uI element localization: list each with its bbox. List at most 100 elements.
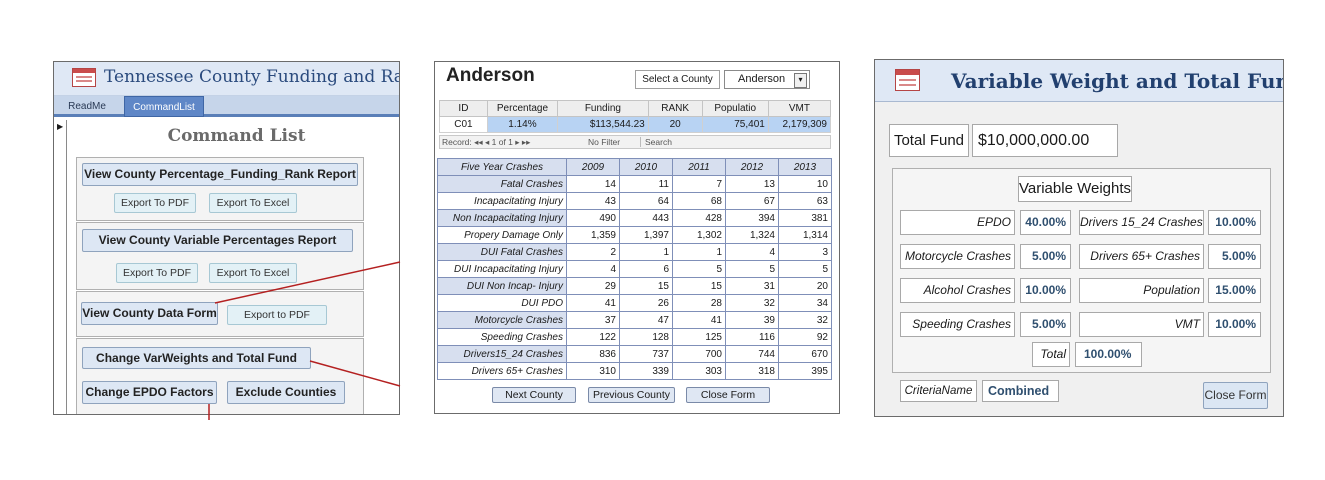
table-cell[interactable]: 32 [778, 311, 832, 329]
table-cell[interactable]: $113,544.23 [557, 116, 649, 133]
table-cell[interactable]: 20 [778, 277, 832, 295]
table-cell[interactable]: 92 [778, 328, 832, 346]
export-pdf-button-1[interactable]: Export To PDF [114, 193, 196, 213]
table-cell[interactable]: 10 [778, 175, 832, 193]
table-cell[interactable]: 41 [672, 311, 726, 329]
table-row[interactable]: DUI Fatal Crashes 2 1 1 4 3 [437, 243, 832, 261]
table-cell[interactable]: 32 [725, 294, 779, 312]
table-cell[interactable]: 39 [725, 311, 779, 329]
table-row[interactable]: Incapacitating Injury 43 64 68 67 63 [437, 192, 832, 210]
table-cell[interactable]: 67 [725, 192, 779, 210]
weight-field-drivers-15-24[interactable]: 10.00% [1208, 210, 1261, 235]
table-cell[interactable]: 700 [672, 345, 726, 363]
table-cell[interactable]: 75,401 [701, 116, 769, 133]
table-row[interactable]: DUI Non Incap- Injury 29 15 15 31 20 [437, 277, 832, 295]
table-row[interactable]: DUI Incapacitating Injury 4 6 5 5 5 [437, 260, 832, 278]
table-cell[interactable]: 64 [619, 192, 673, 210]
table-cell[interactable]: 26 [619, 294, 673, 312]
close-form-button[interactable]: Close Form [1203, 382, 1268, 409]
table-cell[interactable]: 5 [672, 260, 726, 278]
table-cell[interactable]: 116 [725, 328, 779, 346]
table-cell[interactable]: 443 [619, 209, 673, 227]
table-cell[interactable]: 28 [672, 294, 726, 312]
table-cell[interactable]: 128 [619, 328, 673, 346]
table-cell[interactable]: 381 [778, 209, 832, 227]
weight-field-drivers-65[interactable]: 5.00% [1208, 244, 1261, 269]
table-cell[interactable]: 1 [672, 243, 726, 261]
tab-commandlist[interactable]: CommandList [124, 96, 204, 117]
column-header[interactable]: VMT [767, 100, 832, 117]
table-cell[interactable]: 15 [619, 277, 673, 295]
chevron-down-icon[interactable]: ▾ [794, 73, 807, 88]
weight-field-epdo[interactable]: 40.00% [1020, 210, 1071, 235]
table-cell[interactable]: 1 [619, 243, 673, 261]
weight-field-population[interactable]: 15.00% [1208, 278, 1261, 303]
table-cell[interactable]: 4 [725, 243, 779, 261]
view-data-form-button[interactable]: View County Data Form [81, 302, 218, 325]
table-cell[interactable]: C01 [439, 116, 488, 133]
table-cell[interactable]: 63 [778, 192, 832, 210]
weight-field-alcohol[interactable]: 10.00% [1020, 278, 1071, 303]
table-cell[interactable]: 1,314 [778, 226, 832, 244]
column-header[interactable]: Populatio [701, 100, 769, 117]
table-cell[interactable]: 122 [566, 328, 620, 346]
table-cell[interactable]: 125 [672, 328, 726, 346]
table-cell[interactable]: 836 [566, 345, 620, 363]
table-cell[interactable]: 1.14% [486, 116, 559, 133]
table-cell[interactable]: 303 [672, 362, 726, 380]
view-variable-report-button[interactable]: View County Variable Percentages Report [82, 229, 353, 252]
table-cell[interactable]: 1,359 [566, 226, 620, 244]
next-county-button[interactable]: Next County [492, 387, 576, 403]
table-row[interactable]: Motorcycle Crashes 37 47 41 39 32 [437, 311, 832, 329]
table-cell[interactable]: 394 [725, 209, 779, 227]
table-row[interactable]: Drivers15_24 Crashes 836 737 700 744 670 [437, 345, 832, 363]
table-cell[interactable]: 31 [725, 277, 779, 295]
search-field[interactable]: Search [640, 137, 672, 147]
change-weights-button[interactable]: Change VarWeights and Total Fund [82, 347, 311, 369]
table-cell[interactable]: 41 [566, 294, 620, 312]
table-cell[interactable]: 37 [566, 311, 620, 329]
table-cell[interactable]: 737 [619, 345, 673, 363]
table-cell[interactable]: 395 [778, 362, 832, 380]
table-cell[interactable]: 6 [619, 260, 673, 278]
table-cell[interactable]: 5 [778, 260, 832, 278]
table-cell[interactable]: 490 [566, 209, 620, 227]
table-cell[interactable]: 68 [672, 192, 726, 210]
table-row[interactable]: DUI PDO 41 26 28 32 34 [437, 294, 832, 312]
table-cell[interactable]: 29 [566, 277, 620, 295]
record-selector[interactable]: ▶ [54, 120, 67, 414]
previous-county-button[interactable]: Previous County [588, 387, 675, 403]
table-row[interactable]: Fatal Crashes 14 11 7 13 10 [437, 175, 832, 193]
table-cell[interactable]: 310 [566, 362, 620, 380]
table-cell[interactable]: 11 [619, 175, 673, 193]
criteria-name-field[interactable]: Combined [982, 380, 1059, 402]
record-navigator[interactable]: Record: ◂◂ ◂ 1 of 1 ▸ ▸▸ [442, 137, 531, 147]
table-row[interactable]: Drivers 65+ Crashes 310 339 303 318 395 [437, 362, 832, 380]
export-pdf-button-2[interactable]: Export To PDF [116, 263, 198, 283]
table-row[interactable]: Speeding Crashes 122 128 125 116 92 [437, 328, 832, 346]
table-cell[interactable]: 43 [566, 192, 620, 210]
column-header[interactable]: RANK [647, 100, 703, 117]
table-cell[interactable]: 670 [778, 345, 832, 363]
table-cell[interactable]: 2 [566, 243, 620, 261]
table-row[interactable]: Non Incapacitating Injury 490 443 428 394 381 [437, 209, 832, 227]
table-row[interactable]: C01 1.14% $113,544.23 20 75,401 2,179,30… [439, 116, 832, 133]
exclude-counties-button[interactable]: Exclude Counties [227, 381, 345, 404]
close-form-button[interactable]: Close Form [686, 387, 770, 403]
column-header[interactable]: Funding [557, 100, 649, 117]
table-cell[interactable]: 1,302 [672, 226, 726, 244]
table-cell[interactable]: 1,397 [619, 226, 673, 244]
weight-field-motorcycle[interactable]: 5.00% [1020, 244, 1071, 269]
table-row[interactable]: Propery Damage Only 1,359 1,397 1,302 1,324 1… [437, 226, 832, 244]
table-cell[interactable]: 14 [566, 175, 620, 193]
table-cell[interactable]: 7 [672, 175, 726, 193]
column-header[interactable]: Percentage [486, 100, 559, 117]
view-percentage-report-button[interactable]: View County Percentage_Funding_Rank Repo… [82, 163, 358, 186]
table-cell[interactable]: 318 [725, 362, 779, 380]
table-cell[interactable]: 339 [619, 362, 673, 380]
table-cell[interactable]: 5 [725, 260, 779, 278]
change-epdo-button[interactable]: Change EPDO Factors [82, 381, 217, 404]
weight-field-speeding[interactable]: 5.00% [1020, 312, 1071, 337]
table-cell[interactable]: 47 [619, 311, 673, 329]
export-pdf-button-3[interactable]: Export to PDF [227, 305, 327, 325]
